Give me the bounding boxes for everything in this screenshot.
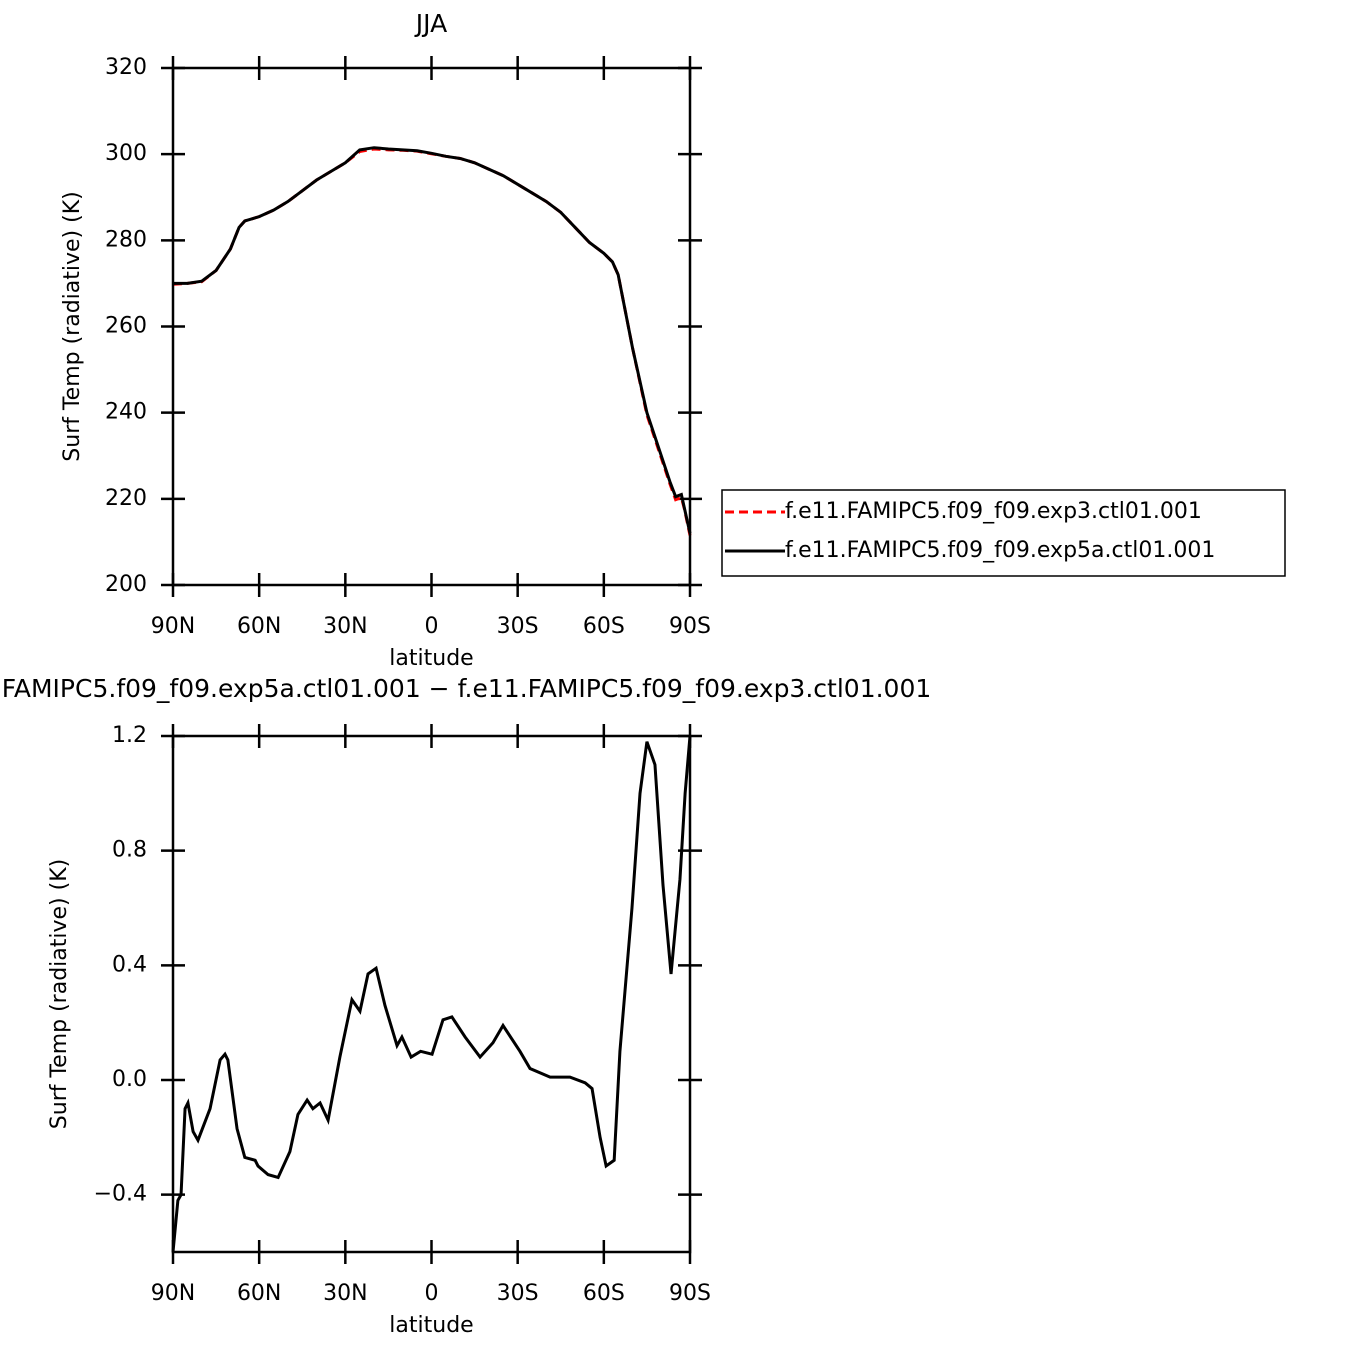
data-line — [172, 147, 692, 536]
chart-title: JJA — [414, 9, 447, 38]
y-tick-label: 280 — [105, 227, 147, 252]
y-tick-label: 260 — [105, 314, 147, 339]
x-tick-label: 0 — [425, 1281, 439, 1306]
y-tick-label: 0.8 — [112, 838, 147, 863]
x-tick-label: 60S — [583, 1281, 625, 1306]
plot-frame — [171, 66, 692, 587]
x-tick-label: 30N — [323, 614, 367, 639]
x-tick-label: 90N — [151, 614, 195, 639]
legend-box — [721, 489, 1286, 577]
y-tick-label: 320 — [105, 55, 147, 80]
x-tick-label: 30S — [497, 1281, 539, 1306]
x-axis-label: latitude — [389, 1313, 473, 1338]
y-axis-label: Surf Temp (radiative) (K) — [47, 859, 72, 1129]
legend-label: f.e11.FAMIPC5.f09_f09.exp3.ctl01.001 — [785, 499, 1202, 524]
x-tick-label: 30N — [323, 1281, 367, 1306]
y-tick-label: 0.0 — [112, 1067, 147, 1092]
data-line — [171, 735, 692, 1253]
x-tick-label: 90N — [151, 1281, 195, 1306]
y-tick-label: 1.2 — [112, 723, 147, 748]
x-tick-label: 0 — [425, 614, 439, 639]
plot: f.e11.FAMIPC5.f09_f09.exp5a.ctl01.001 − … — [0, 674, 931, 1338]
data-line — [173, 146, 692, 534]
y-axis-label: Surf Temp (radiative) (K) — [60, 191, 85, 461]
y-tick-label: 200 — [105, 572, 147, 597]
y-tick-label: 300 — [105, 141, 147, 166]
x-tick-label: 30S — [497, 614, 539, 639]
y-tick-label: −0.4 — [94, 1182, 147, 1207]
y-tick-label: 240 — [105, 400, 147, 425]
y-tick-label: 220 — [105, 486, 147, 511]
y-tick-label: 0.4 — [112, 952, 147, 977]
x-axis-label: latitude — [389, 646, 473, 671]
x-tick-label: 60N — [237, 1281, 281, 1306]
x-tick-label: 60N — [237, 614, 281, 639]
plot-frame — [171, 734, 692, 1254]
legend-label: f.e11.FAMIPC5.f09_f09.exp5a.ctl01.001 — [785, 538, 1215, 563]
chart-title: f.e11.FAMIPC5.f09_f09.exp5a.ctl01.001 − … — [0, 674, 931, 703]
x-tick-label: 90S — [669, 614, 711, 639]
x-tick-label: 60S — [583, 614, 625, 639]
plot: JJA latitude Surf Temp (radiative) (K) 200 2… — [60, 9, 1286, 671]
x-tick-label: 90S — [669, 1281, 711, 1306]
